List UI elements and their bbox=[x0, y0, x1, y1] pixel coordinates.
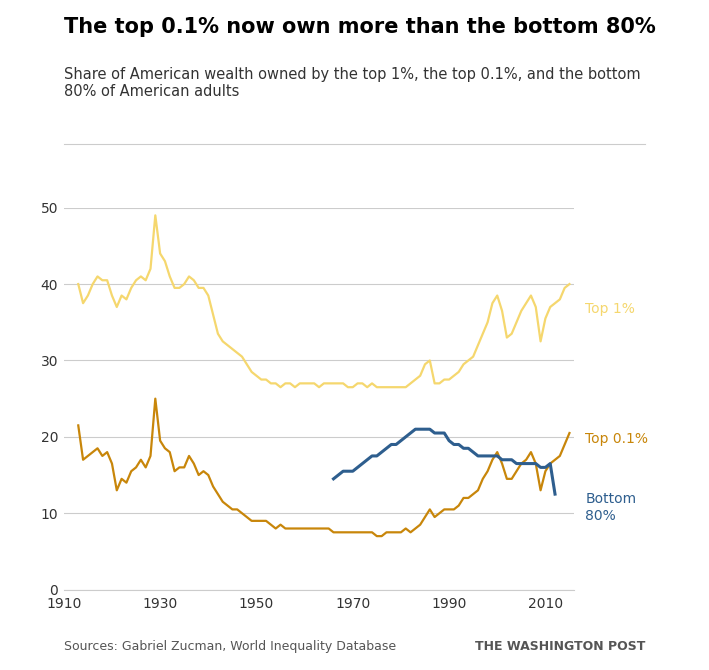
Text: Bottom
80%: Bottom 80% bbox=[586, 492, 637, 523]
Text: Share of American wealth owned by the top 1%, the top 0.1%, and the bottom
80% o: Share of American wealth owned by the to… bbox=[64, 67, 640, 99]
Text: Top 1%: Top 1% bbox=[586, 302, 635, 316]
Text: THE WASHINGTON POST: THE WASHINGTON POST bbox=[475, 641, 645, 653]
Text: Sources: Gabriel Zucman, World Inequality Database: Sources: Gabriel Zucman, World Inequalit… bbox=[64, 641, 396, 653]
Text: Top 0.1%: Top 0.1% bbox=[586, 431, 649, 446]
Text: The top 0.1% now own more than the bottom 80%: The top 0.1% now own more than the botto… bbox=[64, 17, 656, 37]
